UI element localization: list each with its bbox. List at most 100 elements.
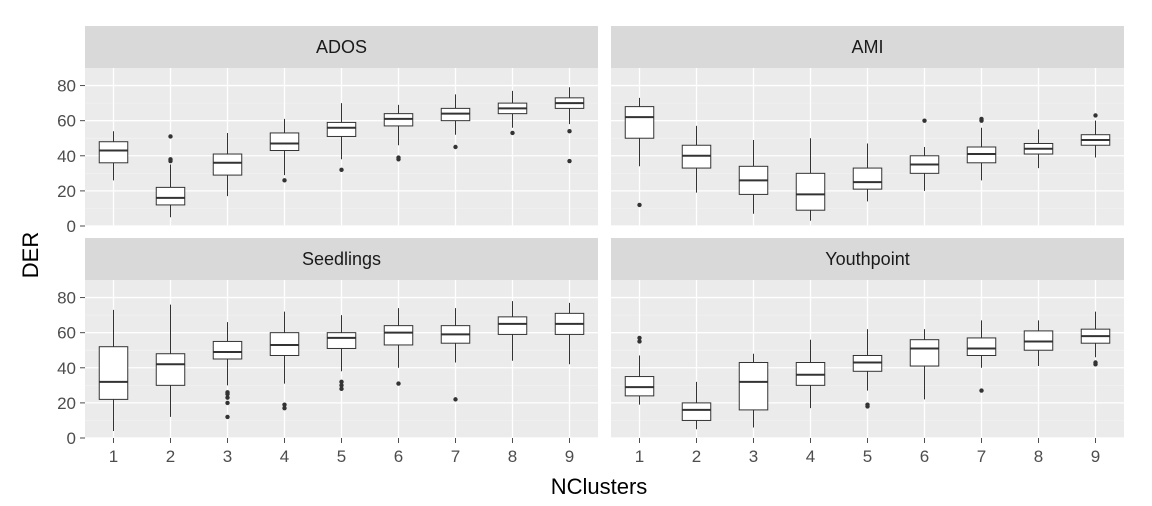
box-iqr [966, 337, 997, 356]
x-tick-label: 5 [337, 447, 346, 466]
y-tick-label: 0 [67, 429, 76, 448]
facet-strip-label: Youthpoint [825, 249, 909, 269]
box-9 [1080, 311, 1111, 367]
outlier-point [865, 402, 870, 407]
box-3 [212, 132, 243, 197]
x-tick-label: 3 [223, 447, 232, 466]
box-iqr [326, 332, 357, 349]
box-6 [383, 308, 414, 386]
x-tick-label: 3 [749, 447, 758, 466]
facet-panel-youthpoint: Youthpoint [611, 238, 1124, 439]
facet-strip-label: ADOS [316, 37, 367, 57]
outlier-point [1093, 113, 1098, 118]
box-iqr [852, 167, 883, 190]
box-iqr [155, 186, 186, 206]
outlier-point [339, 167, 344, 173]
outlier-point [282, 402, 287, 407]
box-iqr [738, 362, 769, 411]
facet-strip [611, 238, 1124, 280]
x-axis-title: NClusters [551, 474, 648, 499]
facet-strip [85, 26, 598, 68]
facet-panel-ami: AMI [611, 26, 1124, 227]
outlier-point [453, 397, 458, 402]
x-tick-label: 1 [635, 447, 644, 466]
box-1 [624, 97, 655, 208]
box-iqr [624, 106, 655, 139]
outlier-point [339, 386, 344, 392]
box-iqr [326, 121, 357, 137]
facet-strip [611, 26, 1124, 68]
y-tick-label: 80 [57, 289, 76, 308]
box-1 [624, 335, 655, 405]
y-tick-label: 60 [57, 324, 76, 343]
box-8 [497, 90, 528, 136]
outlier-point [453, 144, 458, 150]
outlier-point [1093, 360, 1098, 365]
y-tick-label: 0 [67, 217, 76, 236]
box-iqr [909, 339, 940, 367]
box-iqr [212, 340, 243, 360]
box-8 [497, 301, 528, 361]
box-5 [852, 143, 883, 202]
box-7 [440, 308, 471, 402]
box-iqr [795, 172, 826, 211]
box-2 [155, 134, 186, 218]
box-3 [738, 139, 769, 214]
x-tick-label: 5 [863, 447, 872, 466]
outlier-point [339, 383, 344, 388]
outlier-point [168, 157, 173, 162]
y-tick-label: 80 [57, 77, 76, 96]
box-2 [681, 381, 712, 430]
x-tick-label: 6 [920, 447, 929, 466]
box-4 [269, 311, 300, 411]
box-1 [98, 131, 129, 181]
box-6 [909, 118, 940, 191]
facet-strip-label: AMI [851, 37, 883, 57]
box-9 [554, 302, 585, 365]
outlier-point [510, 130, 515, 136]
outlier-point [168, 134, 173, 139]
outlier-point [979, 116, 984, 122]
x-tick-label: 7 [977, 447, 986, 466]
box-1 [98, 309, 129, 431]
facet-strip-label: Seedlings [302, 249, 381, 269]
box-7 [440, 94, 471, 150]
y-tick-label: 20 [57, 394, 76, 413]
outlier-point [396, 155, 401, 160]
x-tick-label: 2 [692, 447, 701, 466]
outlier-point [282, 178, 287, 183]
box-3 [738, 353, 769, 428]
outlier-point [225, 395, 230, 400]
outlier-point [979, 388, 984, 393]
box-8 [1023, 320, 1054, 367]
box-iqr [212, 153, 243, 176]
outlier-point [282, 405, 287, 411]
x-tick-label: 9 [565, 447, 574, 466]
box-iqr [155, 353, 186, 386]
box-7 [966, 116, 997, 181]
box-9 [1080, 113, 1111, 158]
y-tick-label: 20 [57, 182, 76, 201]
outlier-point [567, 158, 572, 164]
box-4 [795, 339, 826, 409]
facet-panel-seedlings: Seedlings [85, 238, 598, 439]
box-9 [554, 87, 585, 164]
outlier-point [567, 129, 572, 134]
box-iqr [497, 316, 528, 335]
outlier-point [339, 379, 344, 385]
facet-strip [85, 238, 598, 280]
x-tick-label: 6 [394, 447, 403, 466]
outlier-point [637, 335, 642, 341]
outlier-point [225, 390, 230, 395]
x-tick-label: 4 [280, 447, 289, 466]
box-iqr [383, 325, 414, 346]
box-5 [326, 103, 357, 173]
y-tick-label: 60 [57, 112, 76, 131]
box-iqr [269, 132, 300, 152]
y-tick-label: 40 [57, 359, 76, 378]
x-tick-label: 2 [166, 447, 175, 466]
box-iqr [681, 402, 712, 421]
box-iqr [98, 346, 129, 400]
facet-panel-ados: ADOS [85, 26, 598, 227]
